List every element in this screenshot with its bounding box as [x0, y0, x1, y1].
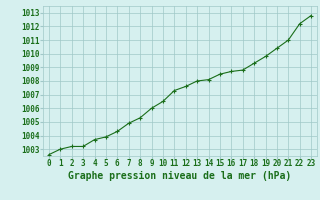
X-axis label: Graphe pression niveau de la mer (hPa): Graphe pression niveau de la mer (hPa): [68, 171, 292, 181]
